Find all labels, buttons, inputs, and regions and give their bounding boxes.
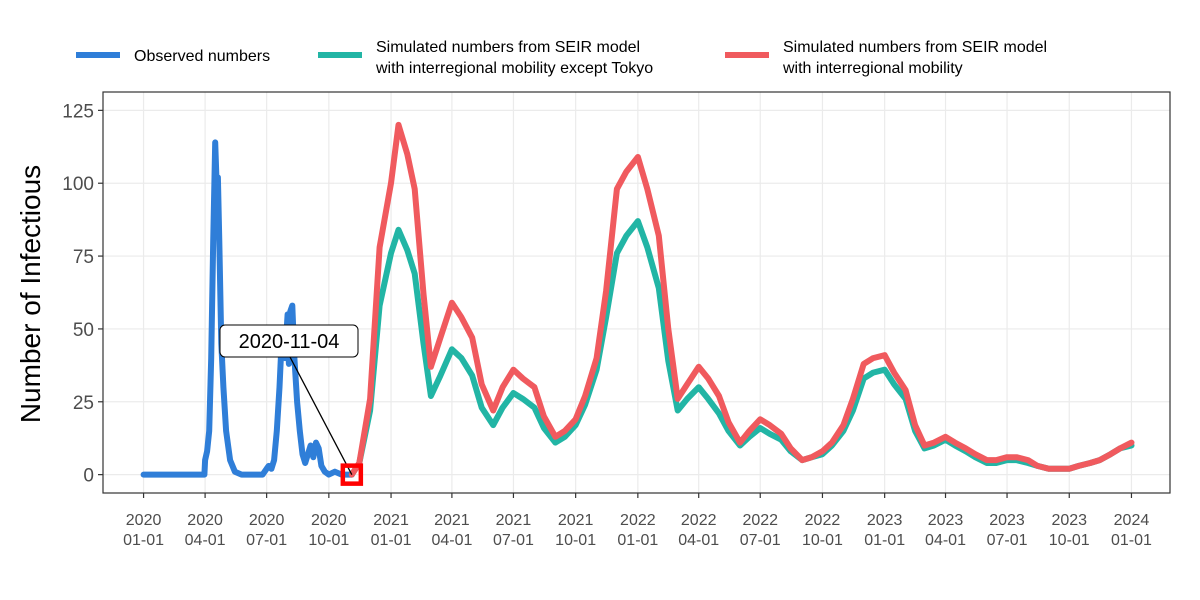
legend-label-line: with interregional mobility (782, 60, 963, 77)
plot-panel-border (102, 91, 1171, 494)
y-tick-label: 100 (62, 174, 94, 195)
x-tick-label-line: 2021 (496, 512, 532, 529)
x-tick-label-line: 01-01 (617, 532, 658, 549)
x-tick-label: 2020 04-01 (185, 512, 226, 549)
x-tick-label-line: 07-01 (246, 532, 287, 549)
y-tick-label: 125 (62, 101, 94, 122)
x-tick-label-line: 2023 (928, 512, 964, 529)
x-tick-label-line: 01-01 (371, 532, 412, 549)
x-tick-label-line: 04-01 (678, 532, 719, 549)
x-tick-label-line: 2021 (373, 512, 409, 529)
legend: Observed numbers Simulated numbers from S… (76, 39, 1047, 77)
x-tick-label: 2023 10-01 (1049, 512, 1090, 549)
x-tick-label-line: 2021 (434, 512, 470, 529)
x-tick-label-line: 2023 (867, 512, 903, 529)
series-line-2 (348, 121, 1135, 478)
x-tick-label-line: 10-01 (308, 532, 349, 549)
legend-label-line: with interregional mobility except Tokyo (375, 60, 653, 77)
annotation-layer: 2020-11-04 (219, 324, 364, 486)
x-tick-label-line: 2020 (249, 512, 285, 529)
x-tick-label-line: 01-01 (123, 532, 164, 549)
x-tick-label-line: 10-01 (555, 532, 596, 549)
x-tick-label: 2020 10-01 (308, 512, 349, 549)
x-tick-label-line: 04-01 (431, 532, 472, 549)
legend-label-1: Simulated numbers from SEIR model with in… (375, 39, 653, 77)
y-tick-label: 25 (73, 393, 94, 414)
x-tick-label: 2022 04-01 (678, 512, 719, 549)
y-tick-label: 0 (83, 466, 94, 487)
axes: 0 25 50 75 100 125 2020 01-01 2020 04-01 2020 07-01… (62, 101, 1152, 549)
x-tick-label-line: 10-01 (802, 532, 843, 549)
x-tick-label: 2023 01-01 (864, 512, 905, 549)
x-tick-label-line: 07-01 (987, 532, 1028, 549)
series-layer (140, 121, 1135, 478)
legend-label-line: Simulated numbers from SEIR model (783, 39, 1047, 56)
annotation-leader-line (289, 356, 353, 475)
series-line-0 (140, 139, 355, 478)
x-tick-label-line: 2023 (1051, 512, 1087, 529)
x-tick-label: 2021 07-01 (493, 512, 534, 549)
x-tick-label: 2020 01-01 (123, 512, 164, 549)
grid (103, 92, 1170, 493)
x-tick-label-line: 07-01 (740, 532, 781, 549)
x-tick-label-line: 2022 (805, 512, 841, 529)
y-tick-label: 75 (73, 247, 94, 268)
annotation-label: 2020-11-04 (239, 331, 340, 353)
x-tick-label: 2023 04-01 (925, 512, 966, 549)
legend-label-line: Simulated numbers from SEIR model (376, 39, 640, 56)
x-tick-label-line: 04-01 (185, 532, 226, 549)
x-tick-label: 2022 10-01 (802, 512, 843, 549)
legend-label-0: Observed numbers (134, 48, 270, 65)
x-tick-label-line: 2020 (311, 512, 347, 529)
x-tick-label-line: 2020 (126, 512, 162, 529)
x-tick-label-line: 2024 (1114, 512, 1150, 529)
x-tick-label: 2023 07-01 (987, 512, 1028, 549)
x-tick-label: 2021 01-01 (371, 512, 412, 549)
x-tick-label-line: 2022 (681, 512, 717, 529)
annotation-marker (340, 463, 364, 486)
x-tick-label: 2021 10-01 (555, 512, 596, 549)
x-tick-label-line: 2022 (742, 512, 778, 529)
x-tick-label: 2022 01-01 (617, 512, 658, 549)
x-tick-label-line: 2023 (989, 512, 1025, 529)
x-tick-label-line: 07-01 (493, 532, 534, 549)
x-tick-label-line: 2022 (620, 512, 656, 529)
x-tick-label: 2022 07-01 (740, 512, 781, 549)
x-tick-label-line: 2021 (558, 512, 594, 529)
x-tick-label-line: 01-01 (1111, 532, 1152, 549)
y-tick-label: 50 (73, 320, 94, 341)
legend-label-line: Observed numbers (134, 48, 270, 65)
legend-label-2: Simulated numbers from SEIR model with in… (782, 39, 1047, 77)
x-tick-label-line: 04-01 (925, 532, 966, 549)
annotation-label-box (219, 324, 359, 358)
x-tick-label-line: 01-01 (864, 532, 905, 549)
x-tick-label-line: 10-01 (1049, 532, 1090, 549)
x-tick-label: 2020 07-01 (246, 512, 287, 549)
x-tick-label: 2024 01-01 (1111, 512, 1152, 549)
y-axis-title: Number of Infectious (15, 165, 46, 423)
x-tick-label: 2021 04-01 (431, 512, 472, 549)
x-tick-label-line: 2020 (187, 512, 223, 529)
